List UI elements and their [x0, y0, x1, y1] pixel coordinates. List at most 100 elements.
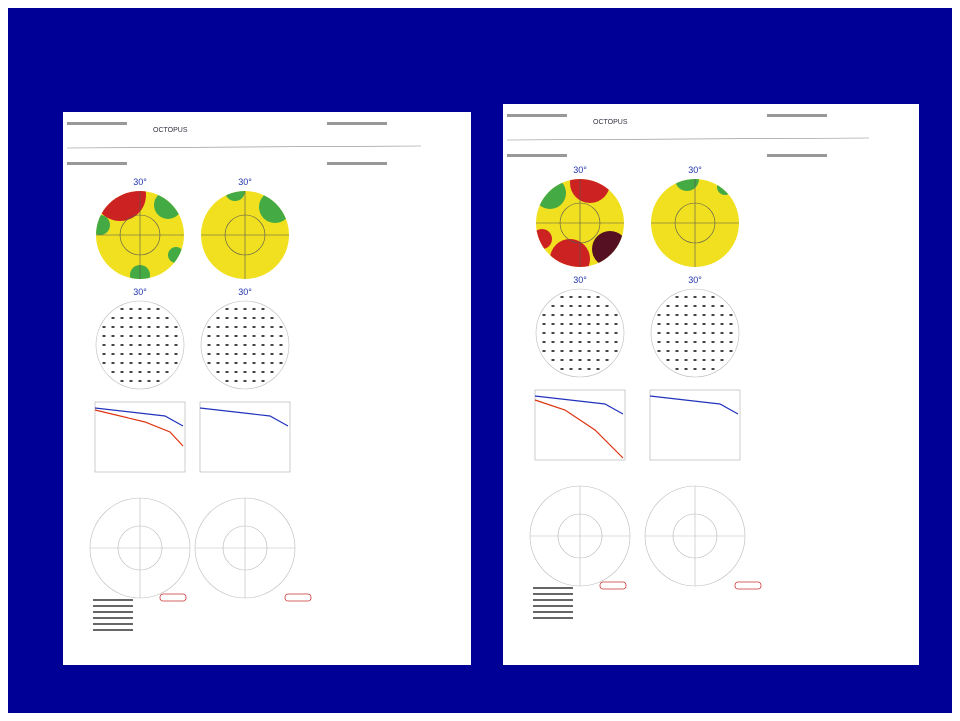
grid-value [234, 335, 238, 337]
patient-curve [534, 399, 624, 459]
grid-value [156, 344, 160, 346]
grid-value [138, 326, 142, 328]
grid-value [560, 350, 564, 352]
grid-value [261, 335, 265, 337]
grid-value [720, 350, 724, 352]
grid-value [216, 362, 220, 364]
grid-value [560, 341, 564, 343]
grid-value [270, 326, 274, 328]
grid-value [720, 332, 724, 334]
grid-value [551, 314, 555, 316]
grid-value [720, 341, 724, 343]
grid-value [111, 371, 115, 373]
grid-value [270, 317, 274, 319]
grid-value [129, 371, 133, 373]
grid-value [279, 353, 283, 355]
grid-value [138, 344, 142, 346]
grid-value [147, 317, 151, 319]
grid-value [666, 341, 670, 343]
grid-value [711, 368, 715, 370]
grid-value [551, 350, 555, 352]
grid-value [234, 317, 238, 319]
printout: OCTOPUS 30° 30° 30° 30° [63, 112, 471, 665]
grid-value [675, 305, 679, 307]
grid-value [675, 359, 679, 361]
grid-value [207, 362, 211, 364]
grid-value [261, 326, 265, 328]
grid-value [111, 335, 115, 337]
grid-value [174, 335, 178, 337]
grid-value [605, 350, 609, 352]
index-text-line [533, 605, 573, 607]
grid-value [666, 332, 670, 334]
grid-value [693, 350, 697, 352]
grid-value [138, 380, 142, 382]
grid-value [156, 326, 160, 328]
grid-value [684, 305, 688, 307]
grid-value [165, 353, 169, 355]
grid-value [156, 353, 160, 355]
grid-value [675, 341, 679, 343]
header-text-line [67, 162, 127, 165]
header-text-line [327, 162, 387, 165]
map-patch [675, 179, 699, 191]
grid-value [551, 332, 555, 334]
grid-value [207, 335, 211, 337]
degree-label: 30° [238, 287, 252, 297]
printout: OCTOPUS 30° 30° 30° 30° [503, 104, 919, 665]
grid-value [684, 341, 688, 343]
grid-value [657, 350, 661, 352]
grid-value [252, 308, 256, 310]
grid-value [279, 362, 283, 364]
grid-value [587, 314, 591, 316]
grid-value [666, 359, 670, 361]
grid-value [156, 308, 160, 310]
patient-curve [94, 409, 184, 447]
grid-value [225, 371, 229, 373]
curve-frame [534, 389, 626, 461]
grid-value [720, 305, 724, 307]
grid-value [596, 350, 600, 352]
grid-value [729, 332, 733, 334]
grid-value [596, 359, 600, 361]
grid-value [560, 314, 564, 316]
grid-value [216, 353, 220, 355]
grid-value [207, 353, 211, 355]
grid-value [120, 308, 124, 310]
grid-value [156, 362, 160, 364]
grid-value [560, 323, 564, 325]
index-text-line [93, 599, 133, 601]
grid-value [165, 317, 169, 319]
grid-value [551, 341, 555, 343]
grid-value [560, 359, 564, 361]
grid-value [596, 314, 600, 316]
grid-value [614, 323, 618, 325]
grid-value [261, 371, 265, 373]
grid-value [605, 305, 609, 307]
degree-label: 30° [688, 165, 702, 175]
header-text-line [507, 114, 567, 117]
grid-value [261, 380, 265, 382]
grid-value [252, 335, 256, 337]
grid-value [156, 335, 160, 337]
grid-value [693, 341, 697, 343]
grid-value [542, 350, 546, 352]
curve-frame [94, 401, 186, 473]
grid-circle [535, 288, 625, 378]
grid-value [666, 305, 670, 307]
degree-label: 30° [573, 165, 587, 175]
grid-value [165, 326, 169, 328]
printout-header: OCTOPUS [593, 119, 628, 126]
normal-curve [94, 407, 184, 427]
grid-value [165, 335, 169, 337]
grid-value [560, 368, 564, 370]
grid-value [578, 314, 582, 316]
grid-value [138, 353, 142, 355]
grid-value [225, 344, 229, 346]
index-text-line [93, 605, 133, 607]
index-text-line [93, 611, 133, 613]
grid-value [225, 308, 229, 310]
grid-value [560, 332, 564, 334]
grid-value [605, 323, 609, 325]
